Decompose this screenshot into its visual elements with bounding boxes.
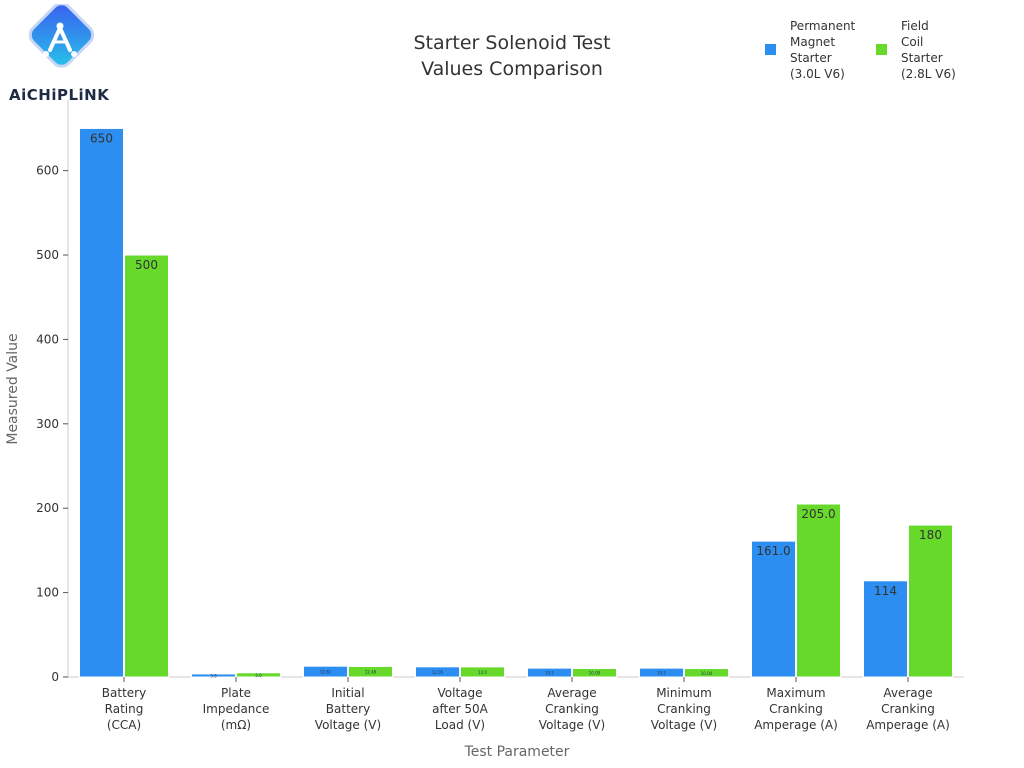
x-tick-label: Minimum Cranking Voltage (V) (651, 686, 717, 732)
legend-swatch (765, 44, 776, 55)
x-tick-label-line: (mΩ) (221, 718, 251, 732)
x-tick-label-line: Cranking (769, 702, 823, 716)
x-tick-label-line: Initial (331, 686, 364, 700)
data-label: 12.05 (432, 670, 444, 675)
legend-text: (3.0L V6) (790, 67, 845, 81)
x-tick-label-line: Average (883, 686, 932, 700)
data-label: 650 (90, 131, 113, 145)
bar-field-coil (460, 666, 505, 678)
legend-text: Field (901, 19, 929, 33)
x-tick-label: Average Cranking Voltage (V) (539, 686, 605, 732)
x-tick-label: Initial Battery Voltage (V) (315, 686, 381, 732)
data-label: 10.09 (589, 671, 601, 676)
x-tick-label-line: Load (V) (435, 718, 485, 732)
bar-field-coil (348, 665, 393, 678)
chart-bars: 650 500 3.6 5.0 12.81 12.48 12.05 12.0 10.5 10.09… (79, 127, 953, 678)
legend-text: Coil (901, 35, 924, 49)
data-label: 12.0 (478, 670, 487, 675)
x-tick-label-line: Battery (326, 702, 370, 716)
bar-permanent-magnet (751, 540, 796, 678)
chart-ticks: 0 100 200 300 400 500 600 (36, 164, 68, 684)
data-label: 500 (135, 258, 158, 272)
y-tick-label: 200 (36, 501, 59, 515)
legend-swatch (876, 44, 887, 55)
y-tick-label: 100 (36, 586, 59, 600)
x-tick-label-line: Voltage (V) (539, 718, 605, 732)
x-tick-label-line: Amperage (A) (754, 718, 838, 732)
x-tick-label: Maximum Cranking Amperage (A) (754, 686, 838, 732)
y-tick-label: 500 (36, 248, 59, 262)
data-label: 205.0 (801, 507, 835, 521)
x-tick-label-line: Impedance (203, 702, 270, 716)
legend-label: Field Coil Starter (2.8L V6) (901, 18, 991, 82)
x-tick-label-line: Average (547, 686, 596, 700)
y-axis-label: Measured Value (5, 333, 21, 444)
legend-label: Permanent Magnet Starter (3.0L V6) (790, 18, 880, 82)
bar-field-coil (684, 668, 729, 678)
data-label: 3.6 (210, 673, 217, 678)
chip-link-logo-icon (28, 2, 95, 68)
data-label: 5.0 (255, 673, 262, 678)
legend-text: Magnet (790, 35, 836, 49)
bar-permanent-magnet (303, 665, 348, 678)
bar-field-coil (236, 672, 281, 678)
x-tick-label: Battery Rating (CCA) (102, 686, 146, 732)
x-tick-label-line: Voltage (V) (651, 718, 717, 732)
data-label: 10.5 (545, 671, 554, 676)
category-labels: Battery Rating (CCA) Plate Impedance (mΩ) Init… (102, 677, 950, 732)
bar-field-coil (908, 524, 953, 678)
data-label: 10.04 (701, 671, 713, 676)
x-tick-label-line: Voltage (V) (315, 718, 381, 732)
bar-permanent-magnet (415, 666, 460, 678)
x-tick-label: Plate Impedance (mΩ) (203, 686, 270, 732)
x-tick-label-line: Maximum (766, 686, 825, 700)
bar-permanent-magnet (639, 667, 684, 678)
bar-permanent-magnet (527, 667, 572, 678)
data-label: 180 (919, 528, 942, 542)
brand-logo (6, 2, 116, 108)
bar-field-coil (796, 503, 841, 678)
y-tick-label: 300 (36, 417, 59, 431)
x-tick-label-line: Cranking (657, 702, 711, 716)
brand-name: AiCHiPLiNK (9, 86, 110, 104)
legend-text: Starter (790, 51, 832, 65)
chart-title-line-2: Values Comparison (421, 58, 603, 80)
data-label: 114 (874, 584, 897, 598)
x-tick-label-line: Cranking (881, 702, 935, 716)
x-tick-label-line: Cranking (545, 702, 599, 716)
bar-field-coil (124, 254, 169, 678)
data-label: 12.81 (320, 670, 332, 675)
data-label: 10.5 (657, 671, 666, 676)
x-tick-label-line: Minimum (656, 686, 712, 700)
chart-title-line-1: Starter Solenoid Test (413, 32, 611, 54)
legend-text: Permanent (790, 19, 856, 33)
legend-text: (2.8L V6) (901, 67, 956, 81)
y-tick-label: 400 (36, 332, 59, 346)
x-tick-label-line: Voltage (437, 686, 482, 700)
chart-title: Starter Solenoid Test Values Comparison (362, 30, 662, 82)
x-tick-label-line: after 50A (432, 702, 488, 716)
x-tick-label-line: Amperage (A) (866, 718, 950, 732)
y-tick-label: 600 (36, 164, 59, 178)
data-label: 161.0 (756, 544, 790, 558)
x-tick-label-line: Battery (102, 686, 146, 700)
x-tick-label: Voltage after 50A Load (V) (432, 686, 488, 732)
bar-permanent-magnet (191, 673, 236, 678)
legend-text: Starter (901, 51, 943, 65)
x-tick-label: Average Cranking Amperage (A) (866, 686, 950, 732)
x-tick-label-line: Plate (221, 686, 251, 700)
y-tick-label: 0 (51, 670, 59, 684)
bar-field-coil (572, 667, 617, 678)
data-label: 12.48 (365, 670, 377, 675)
bar-permanent-magnet (863, 580, 908, 678)
x-axis-label: Test Parameter (464, 744, 570, 760)
x-tick-label-line: Rating (105, 702, 144, 716)
x-tick-label-line: (CCA) (107, 718, 141, 732)
bar-permanent-magnet (79, 127, 124, 678)
